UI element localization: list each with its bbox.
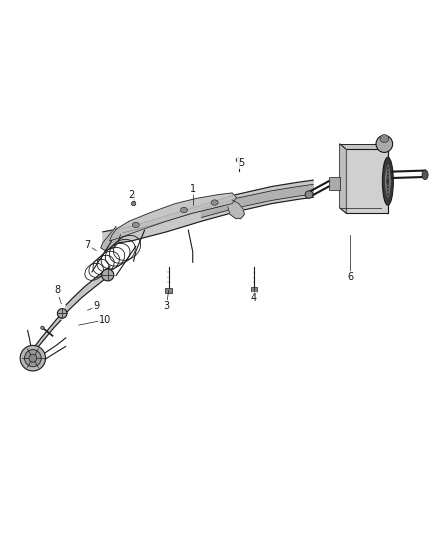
Ellipse shape (132, 222, 139, 228)
Ellipse shape (422, 170, 428, 180)
Ellipse shape (380, 134, 389, 142)
Ellipse shape (20, 345, 46, 371)
Polygon shape (64, 266, 110, 316)
Polygon shape (201, 184, 313, 217)
Bar (340, 144, 381, 208)
Ellipse shape (211, 200, 218, 205)
Polygon shape (228, 200, 244, 219)
Text: 1: 1 (190, 184, 196, 194)
Ellipse shape (180, 207, 187, 213)
Text: 9: 9 (93, 302, 99, 311)
Text: 10: 10 (99, 315, 111, 325)
Ellipse shape (305, 191, 313, 198)
Bar (165, 288, 172, 293)
Text: 6: 6 (347, 272, 353, 282)
Ellipse shape (382, 157, 393, 205)
Text: 5: 5 (238, 158, 244, 167)
Text: 3: 3 (163, 302, 170, 311)
Ellipse shape (57, 309, 67, 318)
Bar (251, 287, 257, 292)
Ellipse shape (25, 350, 41, 367)
Polygon shape (33, 312, 64, 354)
Polygon shape (103, 180, 313, 245)
Polygon shape (340, 144, 346, 213)
Ellipse shape (376, 135, 392, 152)
Bar (346, 149, 388, 213)
Ellipse shape (131, 201, 136, 206)
Text: 7: 7 (85, 240, 91, 250)
Polygon shape (110, 193, 237, 241)
Ellipse shape (236, 158, 241, 163)
Text: 4: 4 (251, 294, 257, 303)
Ellipse shape (102, 269, 114, 281)
Text: 2: 2 (128, 190, 134, 199)
Ellipse shape (41, 326, 44, 329)
Ellipse shape (29, 354, 37, 362)
Text: 8: 8 (54, 286, 60, 295)
Bar (328, 177, 340, 190)
Polygon shape (101, 227, 120, 251)
